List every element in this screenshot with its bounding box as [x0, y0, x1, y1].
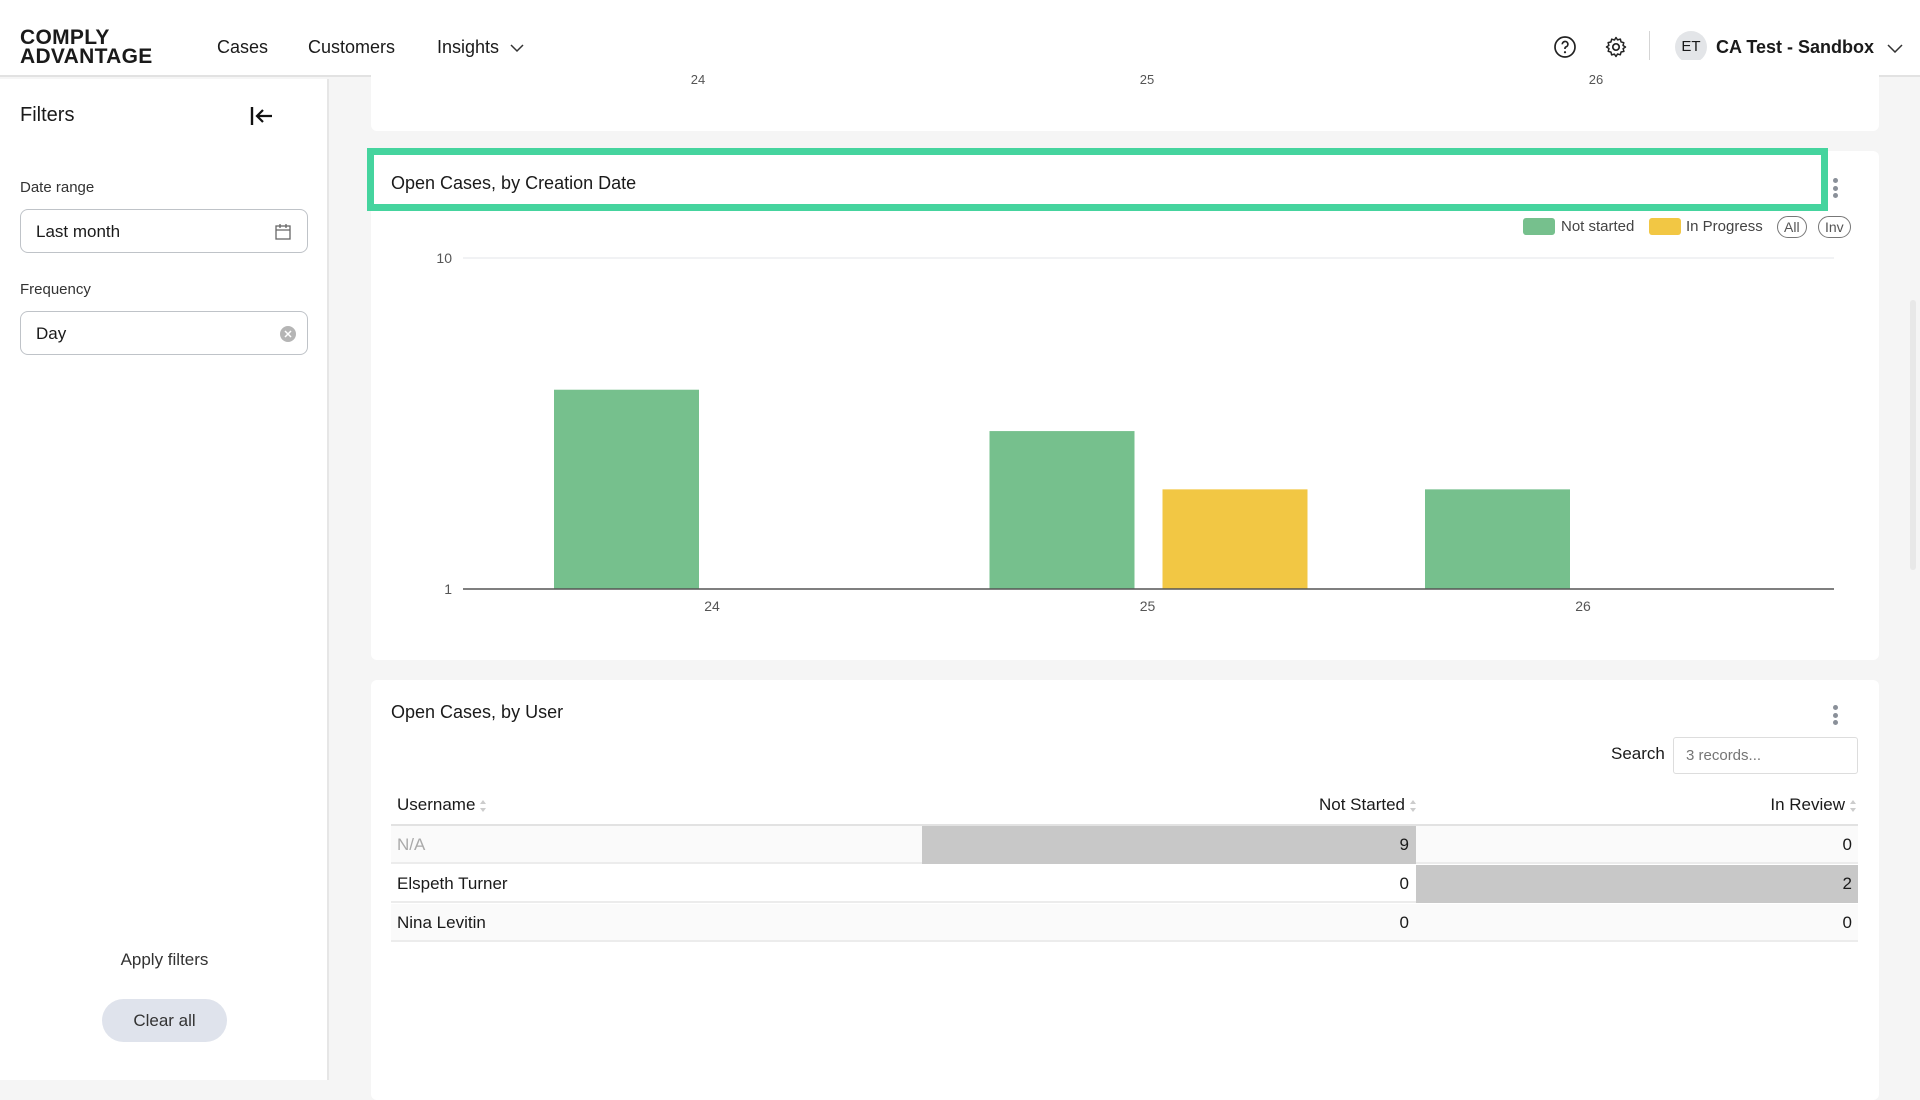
sort-icon: [480, 799, 487, 812]
column-label: In Review: [1770, 795, 1845, 814]
cell-in-review: 2: [1416, 865, 1858, 903]
cell-username: Nina Levitin: [397, 913, 486, 932]
search-label: Search: [1611, 744, 1665, 763]
column-label: Username: [397, 795, 476, 814]
legend-in-progress[interactable]: In Progress: [1686, 218, 1763, 235]
column-header-username[interactable]: Username: [397, 795, 487, 815]
nav-customers[interactable]: Customers: [308, 37, 396, 57]
header-divider: [391, 824, 1858, 826]
open-cases-by-user-card: Open Cases, by User Search Username Not …: [371, 680, 1879, 1100]
highlighted-chart-header: Open Cases, by Creation Date: [367, 148, 1828, 211]
gear-icon[interactable]: [1604, 35, 1628, 59]
x-tick-label: 24: [690, 72, 706, 87]
bar-not-started: [989, 431, 1135, 589]
cell-not-started: 0: [1399, 913, 1409, 932]
cell-in-review: 0: [1842, 913, 1852, 932]
legend-not-started[interactable]: Not started: [1561, 218, 1635, 235]
y-tick-label: 1: [444, 581, 452, 597]
collapse-sidebar-icon[interactable]: [250, 105, 274, 127]
cell-username: N/A: [397, 835, 426, 854]
header-divider: [1649, 31, 1650, 61]
help-icon[interactable]: [1553, 35, 1577, 59]
date-range-label: Date range: [20, 179, 95, 196]
table-row: N/A 9 0: [391, 826, 1858, 864]
search-input[interactable]: [1673, 737, 1858, 774]
date-range-value: Last month: [36, 222, 121, 241]
x-tick-label: 24: [704, 598, 720, 614]
calendar-icon[interactable]: [275, 223, 291, 240]
sort-icon: [1410, 799, 1416, 812]
table-menu-icon[interactable]: [1833, 705, 1839, 725]
bar-not-started: [554, 389, 699, 589]
x-tick-label: 26: [1575, 598, 1591, 614]
chevron-down-icon: [510, 44, 524, 53]
y-tick-label: 10: [436, 250, 452, 266]
x-tick-label: 25: [1139, 72, 1155, 87]
chart-menu-icon[interactable]: [1833, 178, 1839, 198]
bar-in-progress: [1162, 489, 1308, 589]
clear-all-button[interactable]: Clear all: [102, 999, 227, 1042]
cell-in-review: 0: [1842, 835, 1852, 854]
previous-chart-card: 24 25 26: [371, 60, 1879, 131]
clear-icon[interactable]: [279, 325, 297, 343]
x-tick-label: 26: [1588, 72, 1604, 87]
date-range-input[interactable]: Last month: [20, 209, 308, 253]
table-title: Open Cases, by User: [391, 702, 564, 722]
nav-insights[interactable]: Insights: [437, 37, 524, 58]
cell-username: Elspeth Turner: [397, 874, 508, 893]
nav-cases[interactable]: Cases: [217, 37, 269, 57]
table-row: Elspeth Turner 0 2: [391, 865, 1858, 903]
column-label: Not Started: [1319, 795, 1405, 814]
logo[interactable]: COMPLY ADVANTAGE: [20, 26, 153, 68]
column-header-not-started[interactable]: Not Started: [1319, 795, 1417, 815]
cell-not-started: 9: [922, 826, 1416, 864]
chevron-down-icon: [1887, 44, 1903, 54]
frequency-select[interactable]: Day: [20, 311, 308, 355]
frequency-label: Frequency: [20, 281, 91, 298]
table-row: Nina Levitin 0 0: [391, 904, 1858, 942]
sort-icon: [1850, 799, 1856, 812]
scrollbar[interactable]: [1910, 300, 1916, 570]
x-tick-label: 25: [1140, 598, 1156, 614]
bar-not-started: [1425, 489, 1570, 589]
chart-title: Open Cases, by Creation Date: [391, 173, 637, 193]
legend-swatch-not-started: [1523, 218, 1555, 235]
legend-all-toggle[interactable]: All: [1777, 216, 1807, 238]
legend-swatch-in-progress: [1649, 218, 1681, 235]
column-header-in-review[interactable]: In Review: [1770, 795, 1857, 815]
filters-sidebar: Filters Date range Last month Frequency …: [0, 79, 329, 1080]
avatar[interactable]: ET: [1675, 31, 1707, 63]
account-switcher[interactable]: CA Test - Sandbox: [1716, 37, 1903, 58]
apply-filters-button[interactable]: Apply filters: [120, 950, 209, 969]
nav-insights-label: Insights: [437, 37, 500, 57]
frequency-value: Day: [36, 324, 67, 343]
filters-title: Filters: [20, 104, 75, 126]
cell-not-started: 0: [1399, 874, 1409, 893]
account-name: CA Test - Sandbox: [1716, 37, 1875, 57]
legend-invert-toggle[interactable]: Inv: [1818, 216, 1851, 238]
